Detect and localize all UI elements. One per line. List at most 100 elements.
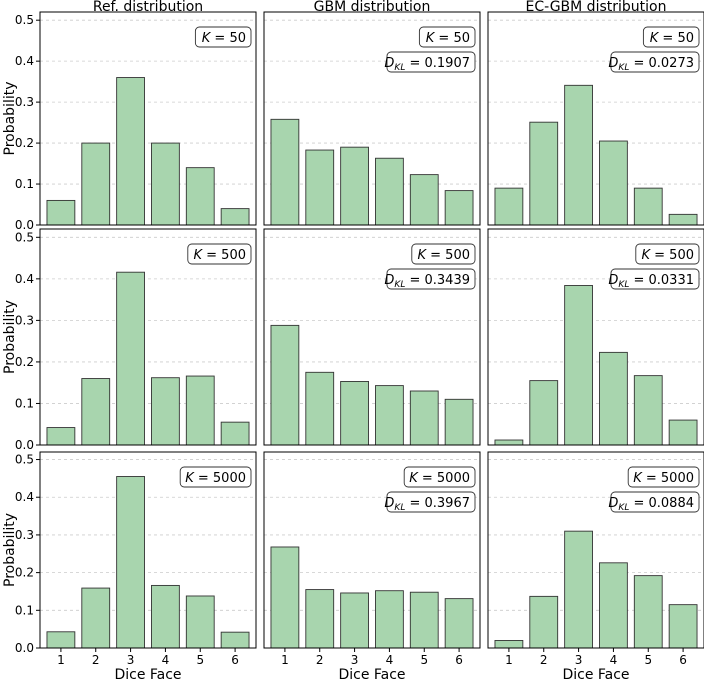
axes-frame <box>263 451 481 649</box>
y-axis-label: Probability <box>2 81 18 155</box>
x-axis-label: Dice Face <box>114 667 181 680</box>
column-title-1: Ref. distribution <box>93 0 203 15</box>
k-annotation-box <box>179 466 252 488</box>
bar-face-2 <box>529 595 559 649</box>
bar-face-5 <box>633 187 663 226</box>
bar-face-2 <box>529 121 559 226</box>
bar-face-6 <box>668 213 698 226</box>
y-tick-label: 0.4 <box>15 490 34 504</box>
panel-r1-c1: 0.0 0.1 0.2 0.3 0.4 0.5 Probability K = 50 <box>2 11 257 232</box>
dkl-annotation-label: DKL = 0.1907 <box>384 56 470 73</box>
panel-r2-c2: K = 500 DKL = 0.3439 <box>263 228 481 446</box>
y-tick-label: 0.1 <box>15 396 34 410</box>
bar-face-3 <box>564 285 593 446</box>
x-axis-label: Dice Face <box>562 667 629 680</box>
k-annotation-label: K = 50 <box>426 31 470 46</box>
x-axis-label: Dice Face <box>338 667 405 680</box>
y-tick-label: 0.1 <box>15 177 34 191</box>
bar-face-2 <box>305 589 335 649</box>
dkl-annotation-box <box>610 51 700 73</box>
k-annotation-box <box>642 26 700 48</box>
bar-face-2 <box>305 149 335 226</box>
x-tick-label: 2 <box>540 653 548 667</box>
axes-frame <box>487 11 704 226</box>
dkl-annotation-label: DKL = 0.0884 <box>608 496 694 513</box>
k-annotation-label: K = 5000 <box>185 471 246 486</box>
bar-face-5 <box>185 595 215 649</box>
bar-face-2 <box>529 380 559 446</box>
y-tick-label: 0.4 <box>15 272 34 286</box>
k-annotation-label: K = 5000 <box>633 471 694 486</box>
y-axis-label: Probability <box>2 300 18 374</box>
dkl-annotation-label: DKL = 0.3439 <box>384 273 470 290</box>
y-tick-label: 0.4 <box>15 54 34 68</box>
y-tick-label: 0.5 <box>15 453 34 467</box>
x-tick-label: 3 <box>575 653 583 667</box>
panel-r2-c1: 0.0 0.1 0.2 0.3 0.4 0.5 Probability K = 500 <box>2 228 257 452</box>
x-tick-label: 5 <box>196 653 204 667</box>
k-annotation-label: K = 500 <box>641 248 694 263</box>
bar-face-3 <box>564 530 593 649</box>
y-tick-label: 0.2 <box>15 136 34 150</box>
bar-face-4 <box>375 385 404 446</box>
panel-r3-c1: 0.0 0.1 0.2 0.3 0.4 0.5 Probability 1 2 3 4 5 6 Dice … <box>2 451 257 680</box>
k-annotation-box <box>627 466 700 488</box>
dkl-annotation-box <box>386 51 476 73</box>
bar-face-5 <box>409 390 439 446</box>
bar-face-6 <box>444 190 474 226</box>
x-tick-label: 6 <box>231 653 239 667</box>
y-tick-label: 0.2 <box>15 355 34 369</box>
k-annotation-label: K = 5000 <box>409 471 470 486</box>
bar-face-6 <box>220 421 250 446</box>
axes-frame <box>487 451 704 649</box>
bar-face-6 <box>444 598 474 649</box>
x-tick-label: 2 <box>92 653 100 667</box>
y-tick-label: 0.2 <box>15 566 34 580</box>
y-tick-label: 0.0 <box>15 218 34 232</box>
bar-face-2 <box>81 587 111 649</box>
y-tick-label: 0.1 <box>15 603 34 617</box>
y-tick-label: 0.3 <box>15 528 34 542</box>
bar-face-1 <box>494 640 524 649</box>
bar-face-1 <box>270 118 300 226</box>
k-annotation-label: K = 50 <box>650 31 694 46</box>
bar-face-4 <box>375 157 404 226</box>
bar-face-4 <box>599 562 628 649</box>
dkl-annotation-label: DKL = 0.0273 <box>608 56 694 73</box>
axes-frame <box>487 228 704 446</box>
x-tick-label: 5 <box>644 653 652 667</box>
bar-face-5 <box>185 375 215 446</box>
bar-face-5 <box>185 167 215 226</box>
x-tick-label: 3 <box>127 653 135 667</box>
bar-face-3 <box>116 77 145 226</box>
bar-face-5 <box>409 174 439 226</box>
dkl-annotation-box <box>610 491 700 513</box>
axes-frame <box>39 11 257 226</box>
x-tick-label: 1 <box>57 653 65 667</box>
dkl-annotation-box <box>610 268 700 290</box>
bar-face-4 <box>375 590 404 649</box>
panel-r2-c3: K = 500 DKL = 0.0331 <box>487 228 704 446</box>
bar-face-4 <box>151 142 180 226</box>
x-tick-label: 1 <box>505 653 513 667</box>
bar-face-2 <box>305 371 335 446</box>
bar-face-6 <box>220 208 250 226</box>
dkl-annotation-box <box>386 268 476 290</box>
k-annotation-box <box>635 243 700 265</box>
bar-face-4 <box>151 377 180 446</box>
bar-face-2 <box>81 142 111 226</box>
k-annotation-label: K = 500 <box>417 248 470 263</box>
dkl-annotation-box <box>386 491 476 513</box>
bar-face-6 <box>668 604 698 649</box>
k-annotation-label: K = 500 <box>193 248 246 263</box>
bar-face-4 <box>151 584 180 649</box>
panel-r3-c2: 1 2 3 4 5 6 Dice Face K = 5000 DKL = 0.3967 <box>263 451 481 680</box>
bar-face-6 <box>220 631 250 649</box>
k-annotation-label: K = 50 <box>202 31 246 46</box>
x-tick-label: 1 <box>281 653 289 667</box>
y-axis-label: Probability <box>2 513 18 587</box>
bar-face-3 <box>564 84 593 226</box>
y-tick-label: 0.3 <box>15 95 34 109</box>
dkl-annotation-label: DKL = 0.0331 <box>608 273 694 290</box>
x-tick-label: 6 <box>455 653 463 667</box>
